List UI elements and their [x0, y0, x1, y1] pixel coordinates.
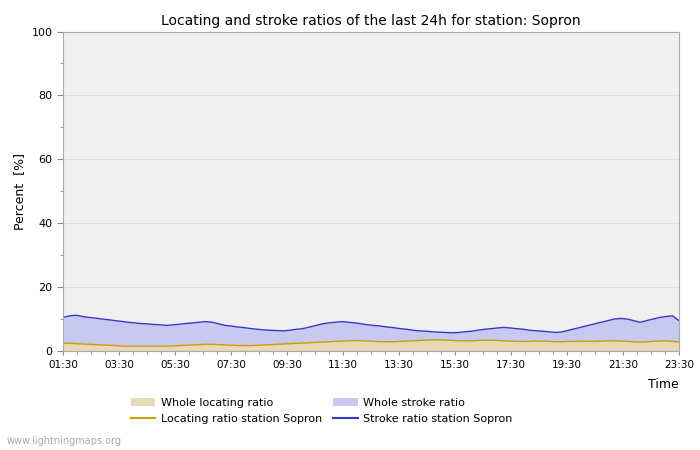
Text: Time: Time — [648, 378, 679, 391]
Title: Locating and stroke ratios of the last 24h for station: Sopron: Locating and stroke ratios of the last 2… — [161, 14, 581, 27]
Y-axis label: Percent  [%]: Percent [%] — [13, 153, 26, 230]
Text: www.lightningmaps.org: www.lightningmaps.org — [7, 436, 122, 446]
Legend: Whole locating ratio, Locating ratio station Sopron, Whole stroke ratio, Stroke : Whole locating ratio, Locating ratio sta… — [131, 398, 512, 423]
